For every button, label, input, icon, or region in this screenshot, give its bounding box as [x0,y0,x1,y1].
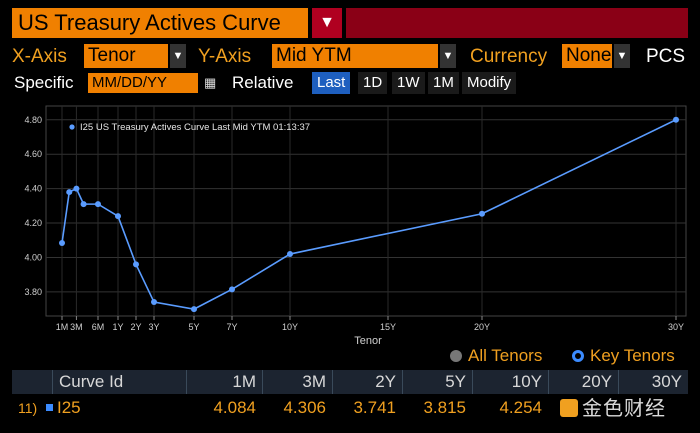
specific-label: Specific [14,73,74,92]
xaxis-select[interactable]: Tenor [84,44,168,68]
period-button-1m[interactable]: 1M [428,72,459,94]
chevron-down-icon[interactable]: ▼ [440,44,456,68]
yaxis-label: Y-Axis [198,46,252,67]
data-point [191,306,197,313]
page-title: US Treasury Actives Curve [12,8,308,38]
x-tick-label: 2Y [130,322,141,332]
plot-area [45,105,687,317]
date-input[interactable]: MM/DD/YY [88,73,198,93]
data-point [229,286,235,293]
value-2y: 3.741 [353,398,396,417]
calendar-icon[interactable]: ▦ [204,75,217,90]
yield-curve-chart: 3.80 4.00 4.20 4.40 4.60 4.80 1M 3M 6M 1Y 2Y 3Y 5Y 7Y… [12,96,692,348]
watermark-logo-icon [560,399,578,417]
value-3m: 4.306 [283,398,326,417]
header-2y: 2Y [332,370,402,394]
xaxis-label: X-Axis [12,46,67,67]
x-tick-label: 3Y [148,322,159,332]
title-bar: US Treasury Actives Curve ▼ [0,0,700,40]
y-tick-label: 4.60 [24,149,42,159]
series-color-icon [46,404,53,411]
row-curve-id: I25 [40,396,186,422]
value-10y: 4.254 [499,398,542,417]
chevron-down-icon[interactable]: ▼ [170,44,186,68]
data-point [115,213,121,220]
radio-off-icon [450,350,462,362]
key-tenors-toggle[interactable]: Key Tenors [572,345,675,367]
watermark-text: 金色财经 [582,396,666,420]
x-tick-label: 6M [92,322,105,332]
data-point [66,189,73,196]
data-point [80,201,87,208]
yaxis-select[interactable]: Mid YTM [272,44,438,68]
x-tick-label: 5Y [188,322,199,332]
value-5y: 3.815 [423,398,466,417]
header-1m: 1M [186,370,262,394]
data-point [673,116,679,123]
relative-label: Relative [232,73,294,92]
header-30y: 30Y [618,370,688,394]
y-tick-label: 4.20 [24,218,42,228]
x-tick-label: 30Y [668,322,684,332]
header-3m: 3M [262,370,332,394]
header-curve-id: Curve Id [52,370,186,394]
title-bar-fill [346,8,688,38]
y-tick-label: 4.40 [24,184,42,194]
data-point [133,261,139,268]
tenor-toggles: All Tenors Key Tenors [0,345,700,367]
x-tick-label: 1Y [112,322,123,332]
radio-on-icon [572,350,584,362]
chart-svg: 3.80 4.00 4.20 4.40 4.60 4.80 1M 3M 6M 1Y 2Y 3Y 5Y 7Y… [24,105,687,347]
x-tick-label: 10Y [282,322,298,332]
chevron-down-icon[interactable]: ▼ [614,44,630,68]
key-tenors-label: Key Tenors [590,346,675,365]
y-tick-label: 4.00 [24,252,42,262]
dropdown-menu-icon[interactable]: ▼ [312,8,342,38]
header-spacer [12,370,52,394]
watermark: 金色财经 [560,392,666,421]
table-header: Curve Id 1M 3M 2Y 5Y 10Y 20Y 30Y [12,370,688,394]
y-tick-label: 4.80 [24,115,42,125]
data-point [479,210,485,217]
data-point [95,201,101,208]
data-point [73,185,80,192]
value-1m: 4.084 [213,398,256,417]
data-point [287,251,293,258]
header-10y: 10Y [472,370,548,394]
legend-label: I25 US Treasury Actives Curve Last Mid Y… [80,122,310,133]
x-tick-label: 7Y [226,322,237,332]
period-button-1d[interactable]: 1D [358,72,388,94]
y-tick-label: 3.80 [24,287,42,297]
legend-marker [69,124,75,130]
currency-select[interactable]: None [562,44,612,68]
header-20y: 20Y [548,370,618,394]
header-5y: 5Y [402,370,472,394]
row-index: 11) [18,400,38,416]
x-tick-label: 1M [56,322,69,332]
x-tick-label: 3M [70,322,83,332]
data-point [59,240,65,247]
x-tick-label: 15Y [380,322,396,332]
all-tenors-label: All Tenors [468,346,543,365]
period-button-last[interactable]: Last [312,72,351,94]
currency-label: Currency [470,46,548,67]
data-point [151,299,157,306]
all-tenors-toggle[interactable]: All Tenors [450,345,542,367]
axis-controls: X-Axis Tenor ▼ Y-Axis Mid YTM ▼ Currency… [0,44,700,70]
period-button-1w[interactable]: 1W [392,72,425,94]
pcs-label[interactable]: PCS [646,46,686,67]
modify-button[interactable]: Modify [462,72,517,94]
x-axis-label: Tenor [354,335,382,347]
x-tick-label: 20Y [474,322,490,332]
curve-id-value: I25 [57,398,81,417]
date-controls: Specific MM/DD/YY ▦ Relative Last 1D 1W … [0,72,700,94]
